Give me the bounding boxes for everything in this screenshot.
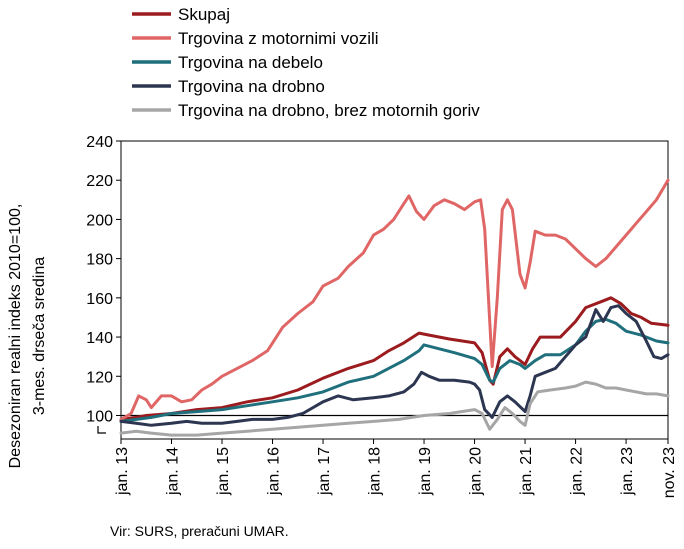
legend: Skupaj Trgovina z motornimi vozili Trgovin… [132, 5, 480, 120]
y-tick-label: 220 [86, 173, 113, 190]
legend-label-4: Trgovina na drobno [178, 77, 325, 96]
y-tick-label: 240 [86, 134, 113, 151]
series-line-4 [119, 304, 670, 427]
y-tick-label: 100 [86, 408, 113, 425]
x-tick-label: jan. 15 [215, 447, 232, 496]
x-tick-label: jan. 19 [417, 447, 434, 496]
x-tick-label: jan. 21 [518, 447, 535, 496]
series-line-1 [119, 296, 670, 421]
y-axis-label-line-1: Desezoniran realni indeks 2010=100, [7, 204, 24, 469]
x-tick-label: jan. 17 [316, 447, 333, 496]
legend-label-1: Skupaj [178, 5, 230, 24]
legend-label-3: Trgovina na debelo [178, 53, 323, 72]
source-note: Vir: SURS, preračuni UMAR. [110, 523, 289, 539]
plot-area [119, 140, 670, 440]
x-axis-ticks: jan. 13 jan. 14 jan. 15 jan. 16 jan. 17 jan. … [114, 439, 678, 498]
x-tick-label: jan. 20 [468, 447, 485, 496]
plot-frame [120, 140, 669, 440]
y-axis-label: Desezoniran realni indeks 2010=100, 3-me… [7, 204, 48, 469]
y-axis-label-line-2: 3-mes. drseča sredina [31, 257, 48, 415]
x-tick-label: jan. 16 [266, 447, 283, 496]
series-line-3 [119, 317, 670, 423]
x-tick-label: jan. 13 [114, 447, 131, 496]
legend-label-5: Trgovina na drobno, brez motornih goriv [178, 101, 480, 120]
series-line-2 [119, 178, 670, 421]
y-tick-label: 160 [86, 291, 113, 308]
x-tick-label: jan. 22 [569, 447, 586, 496]
y-tick-label: 200 [86, 212, 113, 229]
x-tick-label: nov. 23 [661, 447, 678, 498]
y-tick-label: 140 [86, 330, 113, 347]
legend-label-2: Trgovina z motornimi vozili [178, 29, 379, 48]
x-tick-label: jan. 18 [367, 447, 384, 496]
y-tick-label: 120 [86, 369, 113, 386]
y-axis-ticks: 100 120 140 160 180 200 220 240 [86, 134, 121, 425]
y-tick-label: 180 [86, 252, 113, 269]
series-line-5 [119, 380, 670, 437]
x-tick-label: jan. 23 [619, 447, 636, 496]
axis-break-icon [97, 426, 106, 434]
x-tick-label: jan. 14 [165, 447, 182, 496]
